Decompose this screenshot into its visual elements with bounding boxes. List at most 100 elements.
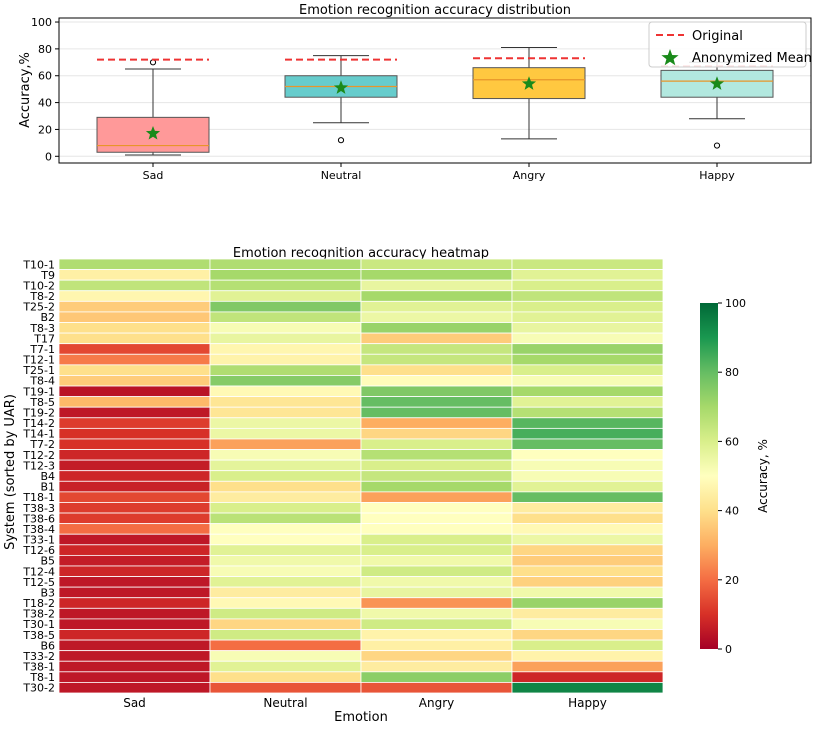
heatmap-cell bbox=[209, 639, 362, 652]
heatmap-cell bbox=[209, 523, 362, 535]
heatmap-cell bbox=[209, 258, 362, 270]
heatmap-row-label: T38-4 bbox=[22, 523, 55, 536]
heatmap-cell bbox=[360, 512, 513, 525]
heatmap-cell bbox=[209, 300, 362, 313]
heatmap-column-label: Sad bbox=[123, 696, 146, 710]
colorbar-tick-label: 100 bbox=[725, 297, 746, 310]
heatmap-cell bbox=[511, 650, 664, 662]
heatmap-cell bbox=[360, 449, 513, 461]
heatmap-row-label: T12-1 bbox=[22, 354, 55, 367]
heatmap-cell bbox=[511, 438, 664, 450]
heatmap-cell bbox=[58, 533, 211, 546]
heatmap-cell bbox=[511, 607, 664, 620]
heatmap-cell bbox=[360, 459, 513, 472]
heatmap-cell bbox=[511, 682, 664, 694]
heatmap-row-label: T30-2 bbox=[22, 682, 55, 695]
heatmap-cell bbox=[511, 502, 664, 514]
x-tick-label: Neutral bbox=[321, 169, 362, 182]
heatmap-row-label: T8-5 bbox=[29, 396, 55, 409]
colorbar-tick-label: 60 bbox=[725, 435, 739, 448]
boxplot-x-ticks: Sad Neutral Angry Happy bbox=[143, 163, 735, 182]
heatmap-row-label: T7-2 bbox=[29, 438, 55, 451]
heatmap-cell bbox=[58, 396, 211, 408]
heatmap-cell bbox=[511, 364, 664, 376]
heatmap-cell bbox=[511, 491, 664, 503]
heatmap-cell bbox=[511, 523, 664, 535]
heatmap-cell bbox=[58, 343, 211, 355]
heatmap-row-label: T33-2 bbox=[22, 650, 55, 663]
heatmap-row-label: T8-3 bbox=[29, 322, 55, 335]
heatmap-cell bbox=[511, 629, 664, 641]
heatmap-cell bbox=[209, 375, 362, 387]
box-angry bbox=[472, 47, 586, 140]
heatmap-cell bbox=[209, 438, 362, 450]
heatmap-row-label: T12-5 bbox=[22, 576, 55, 589]
heatmap-cell bbox=[209, 618, 362, 630]
boxplot-legend: Original Anonymized Mean bbox=[648, 21, 812, 68]
heatmap-cell bbox=[58, 682, 211, 694]
heatmap-row-label: T38-2 bbox=[22, 608, 55, 621]
heatmap-cell bbox=[511, 544, 664, 556]
heatmap-cell bbox=[511, 459, 664, 472]
heatmap-row-label: T10-1 bbox=[22, 258, 55, 271]
heatmap-row-label: B3 bbox=[40, 586, 55, 599]
heatmap-cell bbox=[58, 597, 211, 609]
heatmap-row-label: T38-6 bbox=[22, 512, 55, 525]
heatmap-cell bbox=[511, 660, 664, 673]
heatmap-row-labels: T10-1T9T10-2T8-2T25-2B2T8-3T17T7-1T12-1T… bbox=[22, 258, 55, 694]
heatmap-cell bbox=[58, 544, 211, 556]
heatmap-cell bbox=[58, 353, 211, 366]
heatmap-cell bbox=[58, 385, 211, 398]
boxplot-title: Emotion recognition accuracy distributio… bbox=[299, 3, 571, 18]
heatmap-cell bbox=[58, 629, 211, 641]
colorbar-label: Accuracy, % bbox=[756, 439, 770, 513]
heatmap-cell bbox=[360, 406, 513, 419]
heatmap-cell bbox=[360, 311, 513, 323]
heatmap-cell bbox=[511, 417, 664, 429]
heatmap-cell bbox=[360, 417, 513, 429]
heatmap-row-label: T33-1 bbox=[22, 534, 55, 547]
heatmap-cell bbox=[209, 343, 362, 355]
heatmap-cell bbox=[58, 554, 211, 567]
heatmap-cell bbox=[58, 375, 211, 387]
heatmap-cell bbox=[360, 491, 513, 503]
box-sad bbox=[96, 58, 210, 156]
heatmap-cell bbox=[511, 427, 664, 440]
heatmap-cell bbox=[511, 449, 664, 461]
heatmap-cell bbox=[360, 332, 513, 345]
heatmap-row-label: T19-2 bbox=[22, 406, 55, 419]
heatmap-row-label: T30-1 bbox=[22, 618, 55, 631]
heatmap-cell bbox=[209, 385, 362, 398]
heatmap-row-label: T8-2 bbox=[29, 290, 55, 303]
y-tick-label: 20 bbox=[38, 123, 52, 136]
heatmap-cell bbox=[511, 375, 664, 387]
heatmap-row-label: B2 bbox=[40, 311, 55, 324]
heatmap-cell bbox=[360, 607, 513, 620]
heatmap-cell bbox=[209, 311, 362, 323]
heatmap-cell bbox=[209, 470, 362, 482]
heatmap-row-label: T38-3 bbox=[22, 502, 55, 515]
boxplot-frame bbox=[58, 17, 812, 164]
heatmap-cell bbox=[209, 682, 362, 694]
heatmap-row-label: B4 bbox=[40, 470, 55, 483]
heatmap-column-label: Neutral bbox=[263, 696, 307, 710]
heatmap-cell bbox=[58, 322, 211, 334]
heatmap-cell bbox=[511, 480, 664, 493]
heatmap-cell bbox=[58, 660, 211, 673]
heatmap-cell bbox=[511, 385, 664, 398]
heatmap-cell bbox=[360, 565, 513, 577]
heatmap-cell bbox=[58, 449, 211, 461]
heatmap-row-label: T12-3 bbox=[22, 459, 55, 472]
outlier-point bbox=[713, 142, 721, 149]
heatmap-cell bbox=[209, 269, 362, 281]
heatmap-chart: Emotion recognition accuracy heatmap T10… bbox=[3, 246, 770, 725]
heatmap-cells bbox=[58, 258, 664, 694]
heatmap-cell bbox=[58, 512, 211, 525]
heatmap-row-label: B1 bbox=[40, 481, 55, 494]
heatmap-cell bbox=[360, 353, 513, 366]
heatmap-cell bbox=[58, 300, 211, 313]
heatmap-row-label: T10-2 bbox=[22, 279, 55, 292]
heatmap-cell bbox=[209, 417, 362, 429]
heatmap-cell bbox=[360, 470, 513, 482]
heatmap-cell bbox=[209, 607, 362, 620]
